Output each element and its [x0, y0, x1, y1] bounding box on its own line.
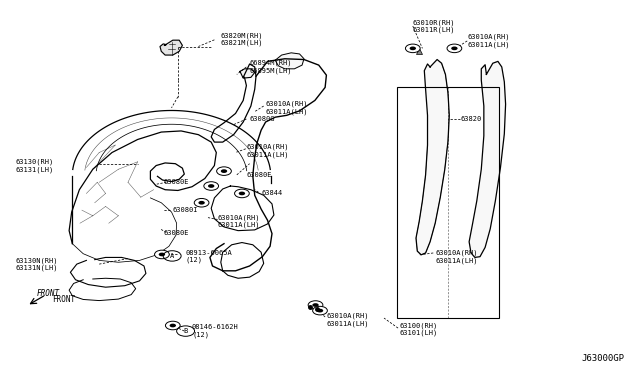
Text: 63080E: 63080E — [163, 179, 189, 185]
Circle shape — [216, 167, 232, 176]
Text: 63844: 63844 — [261, 190, 282, 196]
Text: 63010A(RH)
63011A(LH): 63010A(RH) 63011A(LH) — [467, 34, 509, 48]
Circle shape — [406, 44, 420, 53]
Text: 63130(RH)
63131(LH): 63130(RH) 63131(LH) — [16, 158, 54, 173]
Text: 63010A(RH)
63011A(LH): 63010A(RH) 63011A(LH) — [266, 101, 308, 115]
Bar — [397, 87, 499, 318]
Polygon shape — [160, 40, 182, 55]
Circle shape — [308, 301, 323, 310]
Text: FRONT: FRONT — [37, 289, 60, 298]
Circle shape — [221, 169, 227, 173]
Circle shape — [198, 201, 205, 205]
Text: 63080E: 63080E — [163, 230, 189, 235]
Text: 63820: 63820 — [461, 116, 482, 122]
Text: 63080I: 63080I — [173, 207, 198, 213]
Text: 63080G: 63080G — [250, 116, 275, 122]
Circle shape — [204, 182, 219, 190]
Circle shape — [208, 184, 214, 188]
Circle shape — [155, 250, 170, 259]
Text: 08146-6162H
(12): 08146-6162H (12) — [192, 324, 239, 338]
Text: 63010A(RH)
63011A(LH): 63010A(RH) 63011A(LH) — [326, 313, 369, 327]
Text: 63820M(RH)
63821M(LH): 63820M(RH) 63821M(LH) — [221, 32, 263, 46]
Text: 63010A(RH)
63011A(LH): 63010A(RH) 63011A(LH) — [246, 144, 289, 158]
Text: 63010R(RH)
63011R(LH): 63010R(RH) 63011R(LH) — [413, 19, 455, 33]
Circle shape — [312, 306, 328, 315]
Circle shape — [239, 192, 245, 195]
Text: 63010A(RH)
63011A(LH): 63010A(RH) 63011A(LH) — [218, 214, 260, 228]
Circle shape — [410, 46, 416, 50]
Text: 63100(RH)
63101(LH): 63100(RH) 63101(LH) — [400, 322, 438, 336]
Circle shape — [165, 321, 180, 330]
Circle shape — [451, 46, 458, 50]
Circle shape — [159, 253, 165, 256]
Text: 66894M(RH)
66895M(LH): 66894M(RH) 66895M(LH) — [250, 60, 292, 74]
Polygon shape — [469, 61, 506, 257]
Polygon shape — [275, 53, 304, 69]
Circle shape — [447, 44, 462, 53]
Text: 63080E: 63080E — [246, 172, 272, 178]
Circle shape — [195, 199, 209, 207]
Text: 63130N(RH)
63131N(LH): 63130N(RH) 63131N(LH) — [16, 257, 58, 271]
Circle shape — [312, 303, 319, 307]
Text: FRONT: FRONT — [52, 295, 76, 304]
Text: B: B — [184, 328, 188, 334]
Text: J63000GP: J63000GP — [581, 354, 624, 363]
Text: A: A — [170, 253, 174, 259]
Text: 63010A(RH)
63011A(LH): 63010A(RH) 63011A(LH) — [435, 250, 477, 264]
Circle shape — [317, 309, 323, 312]
Polygon shape — [416, 60, 449, 255]
Polygon shape — [240, 69, 255, 78]
Text: 08913-6065A
(12): 08913-6065A (12) — [186, 250, 232, 263]
Circle shape — [170, 324, 176, 327]
Circle shape — [235, 189, 250, 198]
